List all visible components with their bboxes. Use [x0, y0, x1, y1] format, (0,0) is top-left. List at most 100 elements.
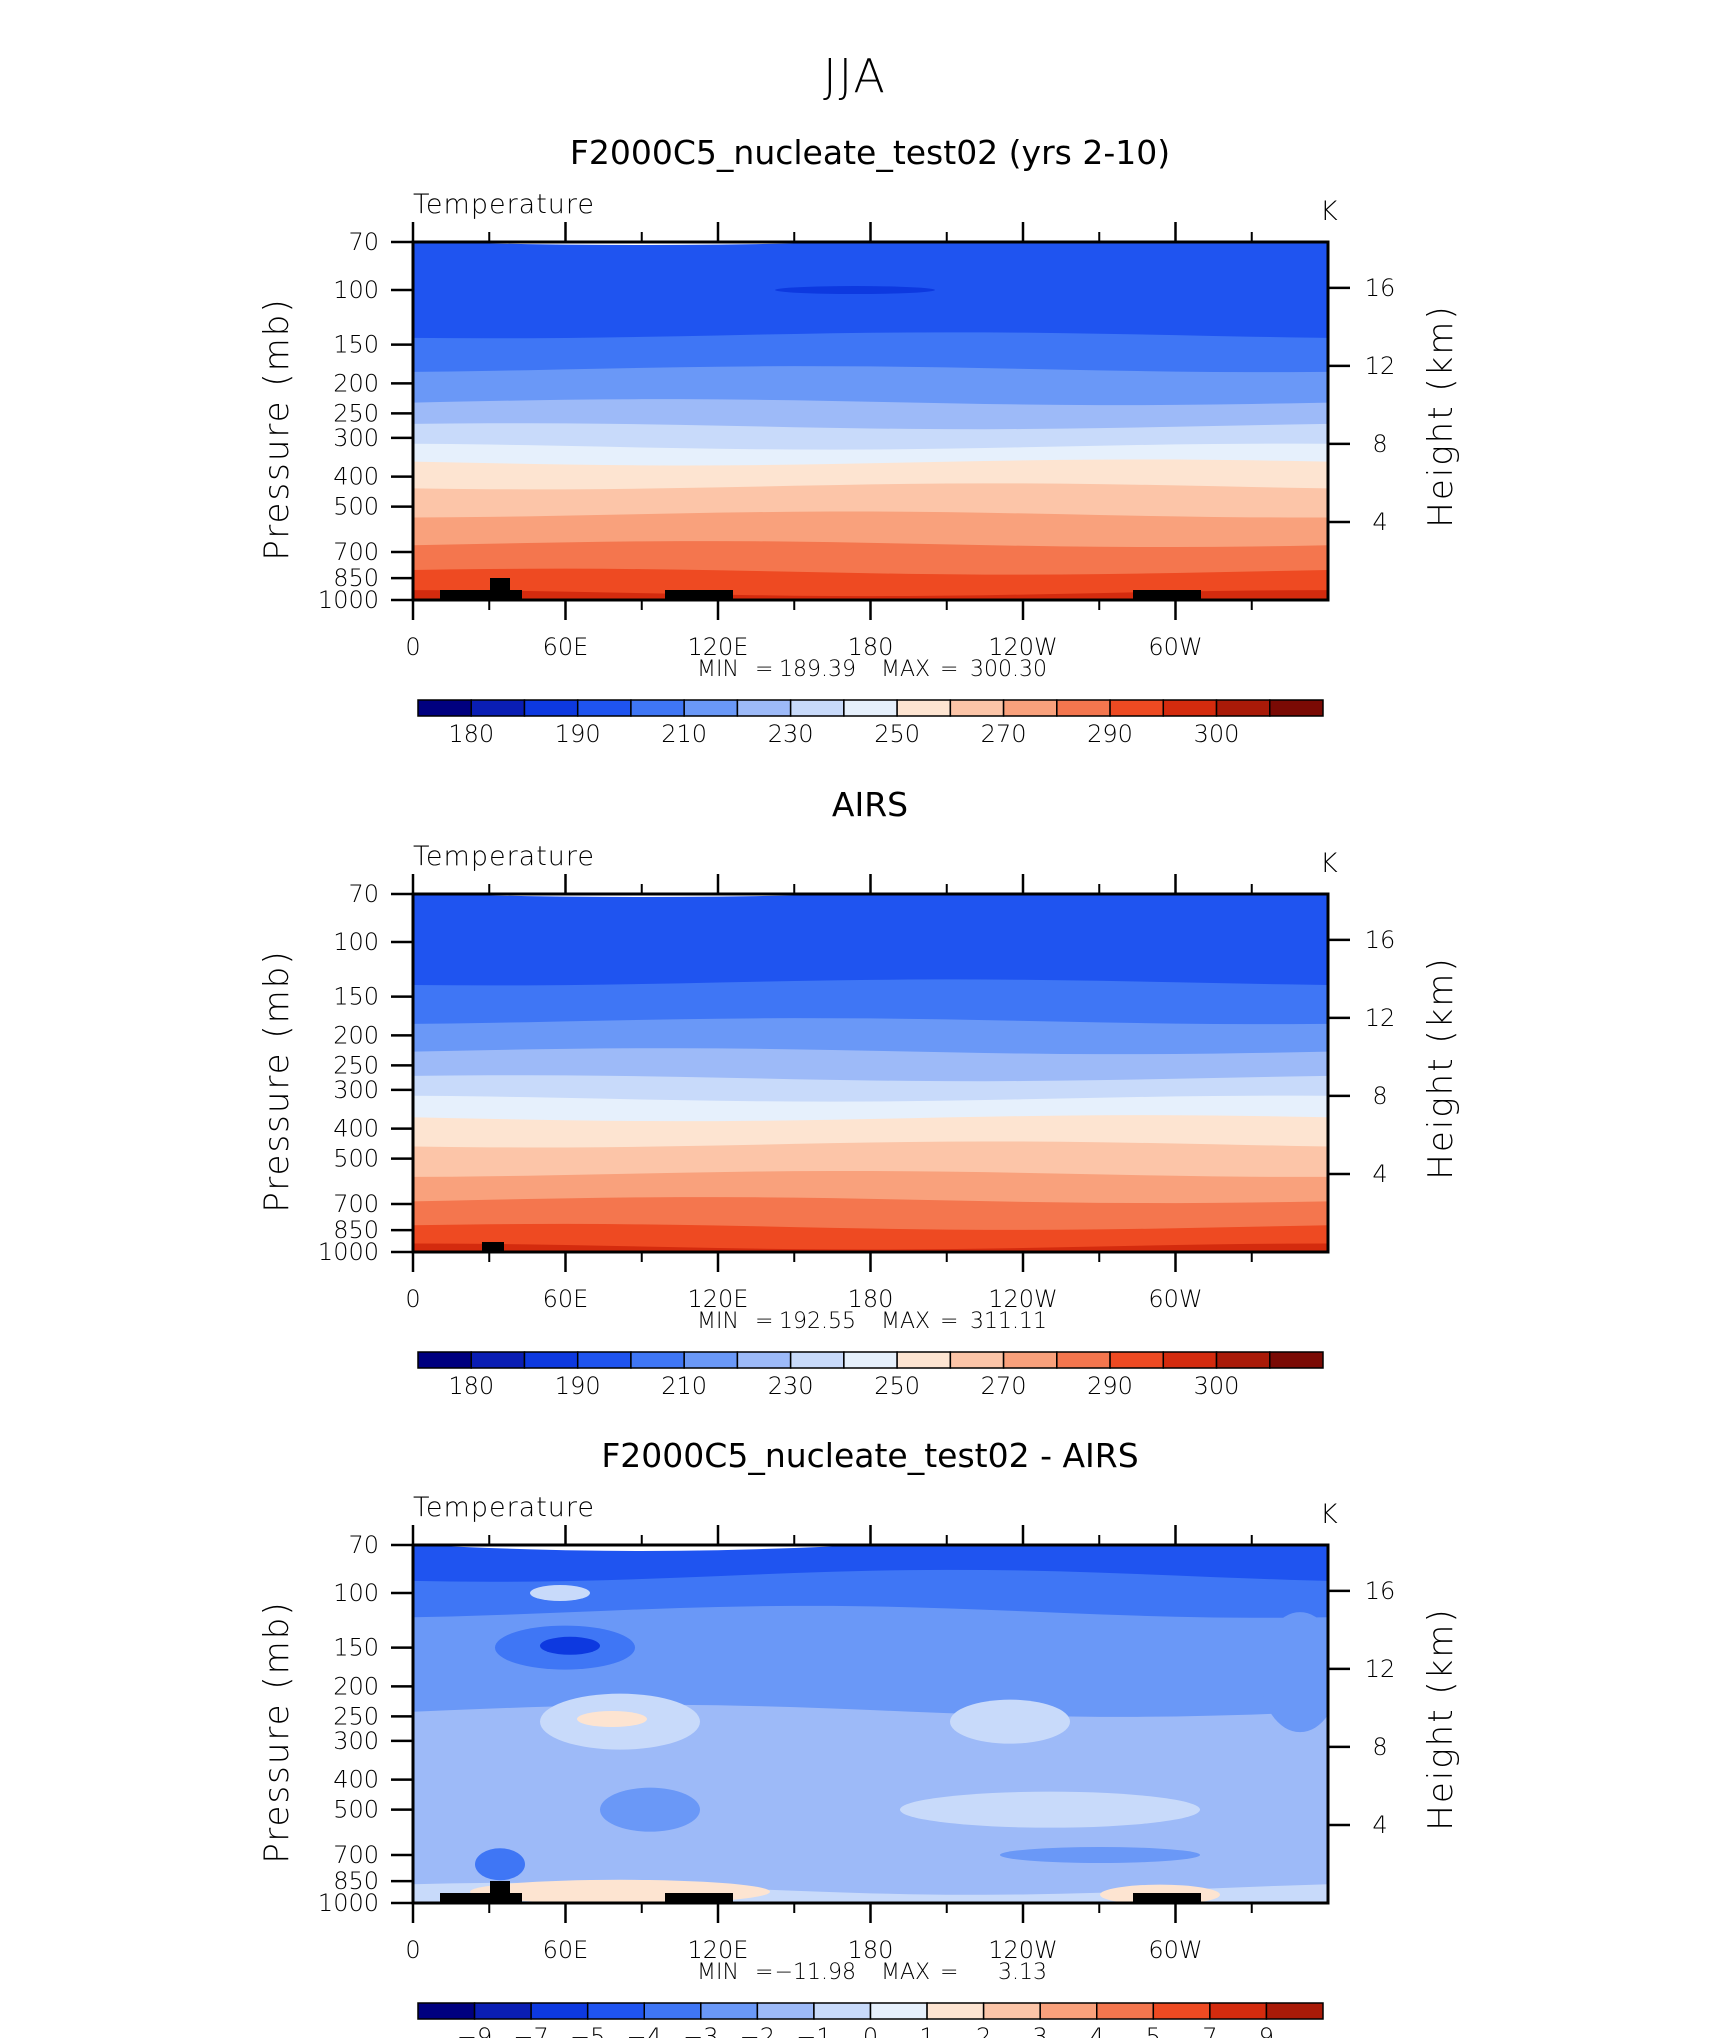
colorbar-label: −5: [570, 2023, 605, 2038]
units-label: K: [1320, 196, 1338, 227]
colorbar-swatch: [417, 699, 472, 717]
colorbar-swatch: [417, 2002, 476, 2020]
colorbar-swatch: [1002, 1351, 1058, 1369]
panel-title: F2000C5_nucleate_test02 - AIRS: [601, 1436, 1138, 1475]
y-tick-label: 850: [333, 564, 379, 592]
colorbar-label: 270: [981, 1372, 1027, 1400]
colorbar-label: 190: [555, 720, 601, 748]
colorbar-swatch: [736, 1351, 792, 1369]
stat-min-label: MIN: [697, 1960, 739, 1985]
y-tick-label: 1000: [318, 1238, 379, 1266]
y-tick-label: 300: [333, 1727, 379, 1755]
y-tick-label: 70: [348, 228, 379, 256]
x-tick-label: 120W: [988, 1936, 1058, 1964]
colorbar-label: 190: [555, 1372, 601, 1400]
y-tick-label: 100: [333, 276, 379, 304]
colorbar-swatch: [683, 1351, 739, 1369]
colorbar-label: 5: [1146, 2023, 1161, 2038]
y-tick-label: 400: [333, 1766, 379, 1794]
stat-equals: =: [755, 1309, 773, 1334]
anomaly-region: [1260, 1612, 1328, 1733]
colorbar-swatch: [1152, 2002, 1211, 2020]
stat-equals: =: [755, 657, 773, 682]
colorbar-swatch: [813, 2002, 872, 2020]
anomaly-region: [577, 1711, 647, 1728]
x-tick-label: 120W: [988, 1285, 1058, 1313]
colorbar-label: 1: [919, 2023, 934, 2038]
colorbar-swatch: [1162, 1351, 1218, 1369]
stat-equals: =: [940, 657, 958, 682]
colorbar-label: 270: [981, 720, 1027, 748]
y-tick-label: 1000: [318, 1889, 379, 1917]
topography: [440, 590, 522, 600]
colorbar-label: 250: [874, 1372, 920, 1400]
y-tick-label: 100: [333, 928, 379, 956]
colorbar-swatch: [1096, 2002, 1155, 2020]
y-tick-label: 250: [333, 1051, 379, 1079]
colorbar-label: −9: [457, 2023, 492, 2038]
stat-min-value: −11.98: [775, 1960, 856, 1985]
variable-label: Temperature: [413, 841, 595, 872]
y-tick-label: 400: [333, 463, 379, 491]
x-tick-label: 180: [848, 1936, 894, 1964]
x-tick-label: 60E: [543, 1936, 589, 1964]
x-tick-label: 60E: [543, 1285, 589, 1313]
anomaly-region: [900, 1791, 1200, 1828]
y2-tick-label: 16: [1365, 926, 1396, 954]
y2-tick-label: 16: [1365, 274, 1396, 302]
colorbar-swatch: [1269, 1351, 1324, 1369]
colorbar-label: 250: [874, 720, 920, 748]
colorbar-swatch: [926, 2002, 985, 2020]
min-region: [775, 286, 935, 295]
y-tick-label: 700: [333, 1190, 379, 1218]
y2-tick-label: 8: [1372, 1733, 1387, 1761]
panel-1: F2000C5_nucleate_test02 (yrs 2-10) Temper…: [257, 133, 1461, 748]
x-tick-label: 0: [405, 1285, 420, 1313]
colorbar-label: 230: [768, 720, 814, 748]
y-tick-label: 1000: [318, 586, 379, 614]
colorbar-swatch: [1039, 2002, 1098, 2020]
colorbar-swatch: [470, 699, 526, 717]
colorbar-swatch: [736, 699, 792, 717]
colorbar-swatch: [683, 699, 739, 717]
colorbar-label: 3: [1033, 2023, 1048, 2038]
colorbar-swatch: [1002, 699, 1058, 717]
colorbar-swatch: [643, 2002, 702, 2020]
colorbar-swatch: [949, 699, 1005, 717]
colorbar-swatch: [843, 1351, 898, 1369]
stat-max-label: MAX: [881, 1960, 930, 1985]
contour-band: [413, 1243, 1328, 1252]
colorbar-swatch: [530, 2002, 589, 2020]
colorbar-swatch: [1162, 699, 1218, 717]
colorbar-swatch: [1209, 2002, 1268, 2020]
y2-tick-label: 4: [1372, 1811, 1387, 1839]
anomaly-region: [540, 1636, 600, 1655]
colorbar-swatch: [417, 1351, 472, 1369]
colorbar-label: 290: [1087, 1372, 1133, 1400]
colorbar-swatch: [1215, 1351, 1271, 1369]
colorbar-swatch: [1056, 699, 1111, 717]
x-tick-label: 60W: [1148, 633, 1202, 661]
colorbar-label: −2: [740, 2023, 775, 2038]
colorbar-swatch: [576, 1351, 632, 1369]
y-tick-label: 200: [333, 369, 379, 397]
x-tick-label: 60E: [543, 633, 589, 661]
y2-tick-label: 8: [1372, 1082, 1387, 1110]
colorbar-swatch: [630, 1351, 685, 1369]
x-tick-label: 60W: [1148, 1285, 1202, 1313]
colorbar-swatch: [576, 699, 632, 717]
colorbar-swatch: [473, 2002, 532, 2020]
colorbar-swatch: [789, 699, 845, 717]
topography: [665, 1893, 733, 1903]
colorbar-swatch: [586, 2002, 645, 2020]
units-label: K: [1320, 848, 1338, 879]
y-axis-label: Pressure (mb): [257, 1600, 297, 1863]
y-tick-label: 250: [333, 399, 379, 427]
topography: [1133, 1893, 1201, 1903]
x-tick-label: 0: [405, 633, 420, 661]
y-tick-label: 250: [333, 1702, 379, 1730]
y-tick-label: 150: [333, 1634, 379, 1662]
colorbar-swatch: [896, 1351, 952, 1369]
anomaly-region: [475, 1848, 525, 1881]
